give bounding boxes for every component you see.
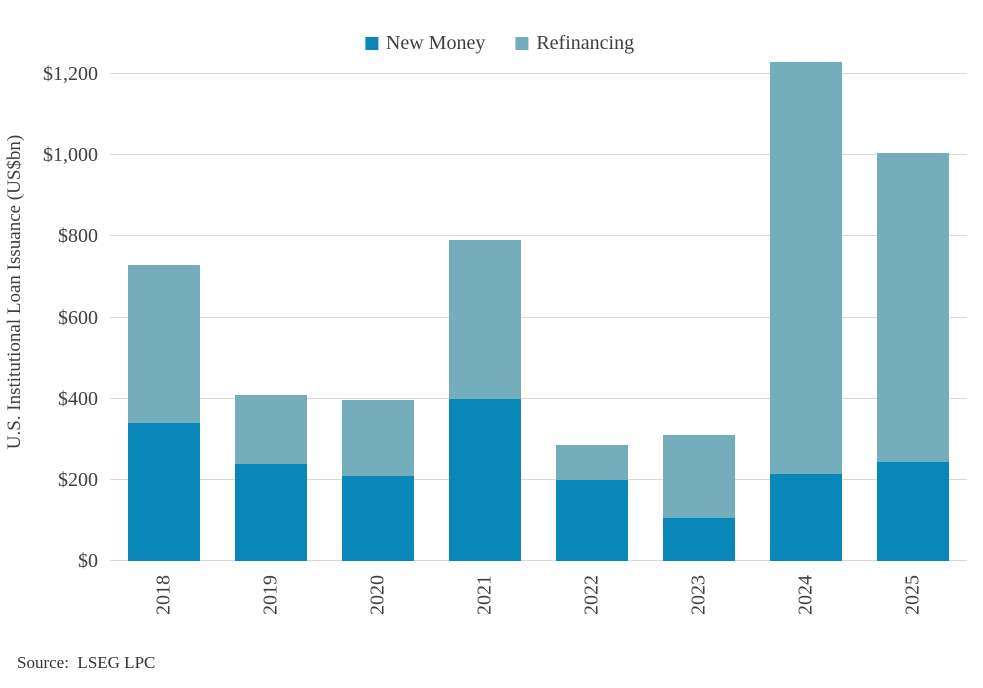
x-tick-label-2019: 2019 xyxy=(259,575,282,615)
bar-segment-2024-new-money xyxy=(770,473,843,561)
legend-swatch-new-money-icon xyxy=(364,37,378,50)
y-tick-label-1000: $1,000 xyxy=(43,144,98,167)
source-note: Source: LSEG LPC xyxy=(17,653,156,672)
bar-segment-2018-new-money xyxy=(127,423,200,561)
legend: New Money Refinancing xyxy=(364,32,634,55)
bar-2018 xyxy=(127,264,200,561)
y-tick-label-400: $400 xyxy=(58,387,98,410)
bar-segment-2023-refinancing xyxy=(663,435,736,519)
x-tick-label-2022: 2022 xyxy=(580,575,603,615)
bar-segment-2021-new-money xyxy=(448,398,521,561)
gridline-200 xyxy=(110,478,967,480)
bar-segment-2018-refinancing xyxy=(127,264,200,424)
x-tick-label-2024: 2024 xyxy=(794,575,817,615)
gridline-1000 xyxy=(110,154,967,156)
y-tick-label-600: $600 xyxy=(58,306,98,329)
gridline-0 xyxy=(110,560,967,561)
bar-segment-2025-refinancing xyxy=(877,153,950,462)
bar-segment-2024-refinancing xyxy=(770,61,843,474)
bar-2021 xyxy=(448,240,521,561)
gridline-1200 xyxy=(110,73,967,74)
bar-2019 xyxy=(234,395,307,561)
legend-label-new-money: New Money xyxy=(385,32,486,54)
y-tick-label-800: $800 xyxy=(58,225,98,248)
bar-segment-2022-new-money xyxy=(556,479,629,561)
bar-segment-2023-new-money xyxy=(663,518,736,561)
bar-2020 xyxy=(341,399,414,561)
bar-2024 xyxy=(770,61,843,561)
legend-swatch-refinancing-icon xyxy=(515,37,529,50)
bar-segment-2019-new-money xyxy=(234,463,307,561)
bar-2025 xyxy=(877,153,950,561)
x-tick-label-2021: 2021 xyxy=(473,575,496,615)
legend-item-new-money: New Money xyxy=(364,32,486,55)
bar-segment-2020-refinancing xyxy=(341,399,414,476)
bar-segment-2021-refinancing xyxy=(448,240,521,399)
bar-2022 xyxy=(556,445,629,561)
plot-area xyxy=(110,61,967,561)
gridline-400 xyxy=(110,397,967,399)
bar-segment-2019-refinancing xyxy=(234,395,307,464)
x-tick-label-2023: 2023 xyxy=(687,575,710,615)
bar-segment-2025-new-money xyxy=(877,461,950,561)
legend-item-refinancing: Refinancing xyxy=(515,32,634,55)
bar-segment-2022-refinancing xyxy=(556,445,629,480)
x-tick-label-2025: 2025 xyxy=(901,575,924,615)
y-tick-label-1200: $1,200 xyxy=(43,63,98,85)
gridline-800 xyxy=(110,235,967,237)
x-tick-label-2020: 2020 xyxy=(366,575,389,615)
y-tick-label-200: $200 xyxy=(58,468,98,491)
x-tick-label-2018: 2018 xyxy=(152,575,175,615)
gridline-600 xyxy=(110,316,967,318)
y-tick-label-0: $0 xyxy=(78,550,98,572)
legend-label-refinancing: Refinancing xyxy=(536,32,635,54)
bar-segment-2020-new-money xyxy=(341,475,414,561)
bar-2023 xyxy=(663,435,736,561)
